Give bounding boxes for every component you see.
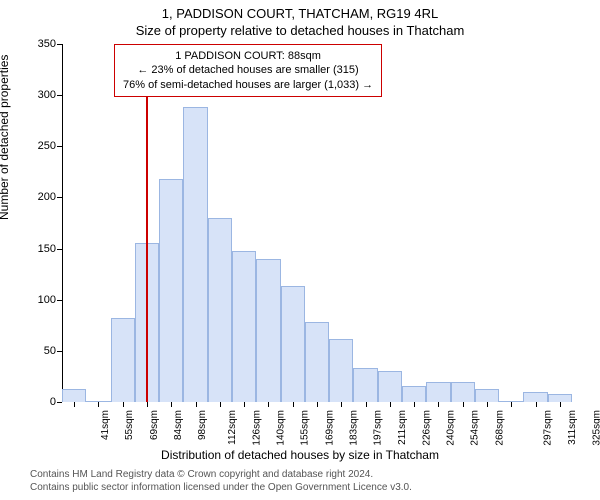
x-tick-mark	[317, 402, 318, 407]
x-tick-mark	[196, 402, 197, 407]
x-tick-label: 183sqm	[349, 410, 360, 446]
x-tick-label: 98sqm	[197, 410, 208, 440]
x-tick-label: 112sqm	[226, 410, 237, 445]
y-tick-mark	[57, 146, 62, 147]
y-tick-mark	[57, 44, 62, 45]
histogram-bar	[402, 386, 426, 402]
x-tick-mark	[463, 402, 464, 407]
x-tick-label: 169sqm	[324, 410, 335, 446]
histogram-bar	[353, 368, 377, 402]
histogram-bar	[329, 339, 353, 402]
info-line-1: 1 PADDISON COURT: 88sqm	[123, 49, 373, 63]
x-tick-label: 140sqm	[276, 410, 287, 446]
x-tick-label: 41sqm	[100, 410, 111, 440]
y-tick-label: 0	[16, 396, 56, 408]
histogram-bar	[62, 389, 86, 402]
x-tick-label: 84sqm	[173, 410, 184, 440]
chart-title: 1, PADDISON COURT, THATCHAM, RG19 4RL	[0, 0, 600, 21]
x-tick-mark	[123, 402, 124, 407]
x-tick-label: 226sqm	[421, 410, 432, 446]
y-tick-mark	[57, 249, 62, 250]
y-tick-label: 250	[16, 140, 56, 152]
x-tick-mark	[220, 402, 221, 407]
x-tick-label: 240sqm	[446, 410, 457, 446]
x-tick-label: 325sqm	[591, 410, 600, 446]
y-tick-label: 350	[16, 38, 56, 50]
chart-plot-area	[62, 44, 572, 402]
y-tick-mark	[57, 351, 62, 352]
x-tick-mark	[244, 402, 245, 407]
y-axis-line	[62, 44, 63, 402]
x-tick-label: 268sqm	[494, 410, 505, 446]
histogram-bar	[378, 371, 402, 402]
y-tick-mark	[57, 402, 62, 403]
histogram-bar	[183, 107, 207, 402]
chart-subtitle: Size of property relative to detached ho…	[0, 21, 600, 38]
info-annotation-box: 1 PADDISON COURT: 88sqm ← 23% of detache…	[114, 44, 382, 97]
y-tick-mark	[57, 95, 62, 96]
x-tick-mark	[74, 402, 75, 407]
x-tick-label: 297sqm	[543, 410, 554, 446]
footer-line-1: Contains HM Land Registry data © Crown c…	[30, 469, 412, 482]
x-tick-mark	[171, 402, 172, 407]
x-tick-label: 55sqm	[124, 410, 135, 440]
x-tick-mark	[147, 402, 148, 407]
histogram-bar	[305, 322, 329, 402]
y-tick-mark	[57, 197, 62, 198]
x-tick-label: 254sqm	[470, 410, 481, 446]
y-tick-label: 300	[16, 89, 56, 101]
info-line-2: ← 23% of detached houses are smaller (31…	[123, 63, 373, 77]
property-marker-line	[146, 44, 148, 402]
x-tick-label: 211sqm	[396, 410, 407, 445]
x-tick-mark	[268, 402, 269, 407]
y-tick-label: 200	[16, 191, 56, 203]
histogram-bar	[159, 179, 183, 402]
x-tick-mark	[366, 402, 367, 407]
footer-attribution: Contains HM Land Registry data © Crown c…	[30, 469, 412, 494]
histogram-bar	[523, 392, 547, 402]
y-tick-label: 50	[16, 345, 56, 357]
x-tick-label: 126sqm	[251, 410, 262, 446]
histogram-bar	[475, 389, 499, 402]
y-axis-label: Number of detached properties	[0, 55, 11, 220]
y-tick-label: 150	[16, 243, 56, 255]
histogram-bar	[426, 382, 450, 402]
x-tick-label: 311sqm	[566, 410, 577, 445]
histogram-bar	[208, 218, 232, 402]
histogram-bar	[548, 394, 572, 402]
x-tick-mark	[438, 402, 439, 407]
y-tick-mark	[57, 300, 62, 301]
x-tick-label: 69sqm	[149, 410, 160, 440]
x-tick-mark	[341, 402, 342, 407]
info-line-3: 76% of semi-detached houses are larger (…	[123, 78, 373, 92]
x-tick-mark	[487, 402, 488, 407]
histogram-bar	[451, 382, 475, 402]
x-tick-mark	[560, 402, 561, 407]
histogram-bar	[281, 286, 305, 402]
x-tick-mark	[390, 402, 391, 407]
histogram-bar	[256, 259, 280, 402]
x-tick-mark	[293, 402, 294, 407]
histogram-bar	[232, 251, 256, 402]
x-tick-mark	[98, 402, 99, 407]
x-tick-mark	[536, 402, 537, 407]
x-tick-label: 155sqm	[300, 410, 311, 446]
x-axis-label: Distribution of detached houses by size …	[0, 448, 600, 462]
footer-line-2: Contains public sector information licen…	[30, 482, 412, 495]
x-tick-mark	[511, 402, 512, 407]
x-tick-mark	[414, 402, 415, 407]
y-tick-label: 100	[16, 294, 56, 306]
histogram-bar	[111, 318, 135, 402]
x-tick-label: 197sqm	[373, 410, 384, 446]
